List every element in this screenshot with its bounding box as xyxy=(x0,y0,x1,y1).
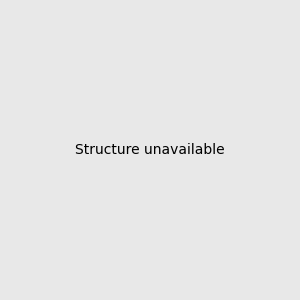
Text: Structure unavailable: Structure unavailable xyxy=(75,143,225,157)
